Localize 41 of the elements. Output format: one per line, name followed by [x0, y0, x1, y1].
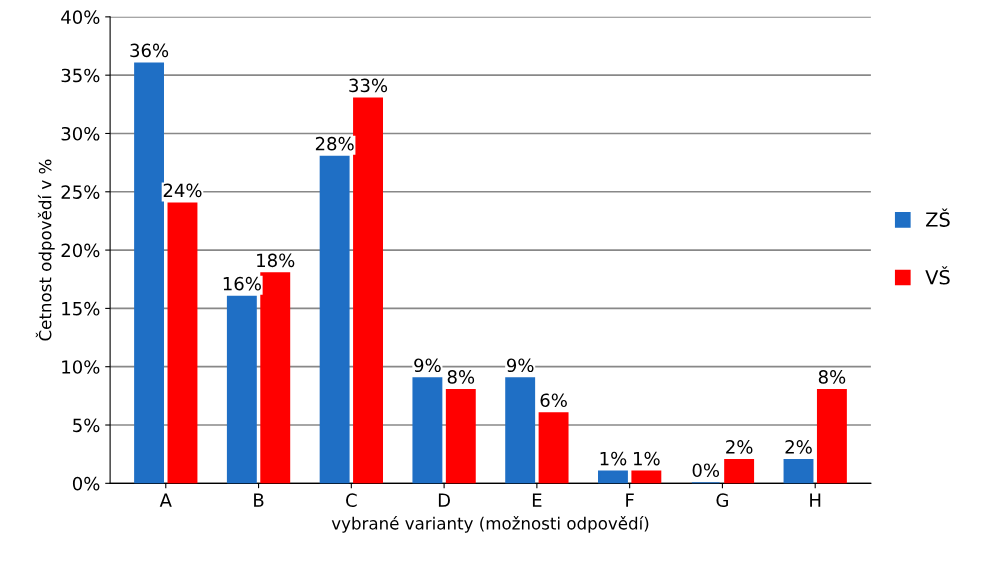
- data-label: 18%: [257, 253, 295, 268]
- y-axis-title: Četnost odpovědí v %: [35, 159, 55, 341]
- data-label: 2%: [785, 440, 812, 454]
- y-tick-label: 5%: [73, 418, 100, 433]
- x-tick-label: E: [532, 493, 542, 507]
- data-label: 0%: [692, 463, 720, 478]
- y-tick-label: 10%: [62, 360, 100, 374]
- y-tick-label: 0%: [72, 476, 100, 491]
- data-label: 8%: [447, 370, 475, 384]
- data-label: 1%: [634, 451, 660, 466]
- x-tick-label: F: [626, 493, 634, 507]
- data-label: 6%: [540, 393, 567, 408]
- data-label: 16%: [223, 276, 261, 291]
- x-tick-label: C: [346, 493, 357, 508]
- data-label: 36%: [130, 43, 169, 58]
- x-tick-label: H: [810, 493, 821, 507]
- data-label: 1%: [600, 451, 627, 466]
- x-tick-label: A: [159, 493, 172, 507]
- bar: [412, 377, 443, 484]
- legend-label: VŠ: [925, 266, 950, 285]
- data-label: 24%: [163, 183, 202, 198]
- legend-label: ZŠ: [926, 208, 950, 227]
- data-label: 28%: [315, 136, 354, 151]
- y-tick-label: 15%: [62, 301, 100, 316]
- data-label: 8%: [818, 370, 846, 384]
- data-label: 9%: [506, 358, 534, 373]
- y-tick-label: 20%: [61, 243, 100, 258]
- bar: [319, 155, 350, 484]
- x-tick-label: G: [716, 493, 728, 508]
- data-label: 2%: [726, 440, 753, 454]
- bar: [505, 377, 536, 484]
- y-tick-label: 25%: [61, 185, 100, 199]
- x-tick-label: B: [254, 493, 264, 507]
- data-label: 33%: [349, 78, 388, 93]
- x-axis-title: vybrané varianty (možnosti odpovědí): [331, 516, 649, 533]
- y-tick-label: 35%: [61, 68, 100, 83]
- bar: [226, 295, 257, 484]
- y-tick-label: 30%: [61, 126, 100, 141]
- x-tick-label: D: [438, 493, 450, 507]
- y-tick-label: 40%: [61, 10, 100, 24]
- data-label: 9%: [414, 358, 441, 373]
